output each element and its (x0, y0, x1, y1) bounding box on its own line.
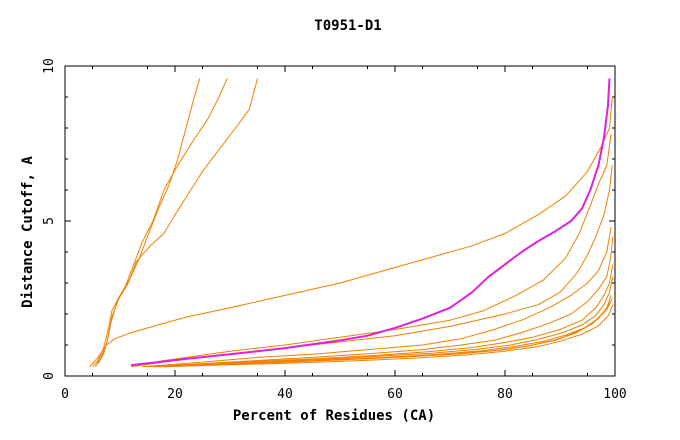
series-line (158, 276, 614, 368)
x-tick-label: 80 (497, 387, 513, 402)
series-line (163, 304, 614, 368)
y-tick-label: 0 (42, 372, 57, 380)
x-tick-label: 20 (167, 387, 183, 402)
series-line (97, 78, 258, 364)
y-axis-label: Distance Cutoff, A (20, 156, 36, 308)
series-line (147, 236, 614, 368)
chart-title: T0951-D1 (314, 18, 381, 34)
series-line-highlight (130, 78, 611, 367)
series-line (185, 298, 613, 366)
x-tick-label: 40 (277, 387, 293, 402)
y-tick-label: 10 (42, 58, 57, 74)
series-line (94, 78, 228, 367)
series-line (136, 134, 612, 366)
y-axis: 0 5 10 (42, 58, 615, 380)
series-line (141, 227, 612, 368)
x-tick-label: 100 (603, 387, 626, 402)
x-tick-label: 0 (61, 387, 69, 402)
series-line (152, 264, 614, 368)
series-line (92, 78, 201, 368)
plot-frame (64, 65, 616, 377)
x-axis: 0 20 40 60 80 100 (61, 66, 627, 402)
y-tick-label: 5 (42, 217, 57, 225)
series-line (89, 96, 613, 368)
x-axis-label: Percent of Residues (CA) (233, 408, 435, 424)
series-line (130, 165, 613, 368)
series-layer (89, 78, 614, 368)
x-tick-label: 60 (387, 387, 403, 402)
